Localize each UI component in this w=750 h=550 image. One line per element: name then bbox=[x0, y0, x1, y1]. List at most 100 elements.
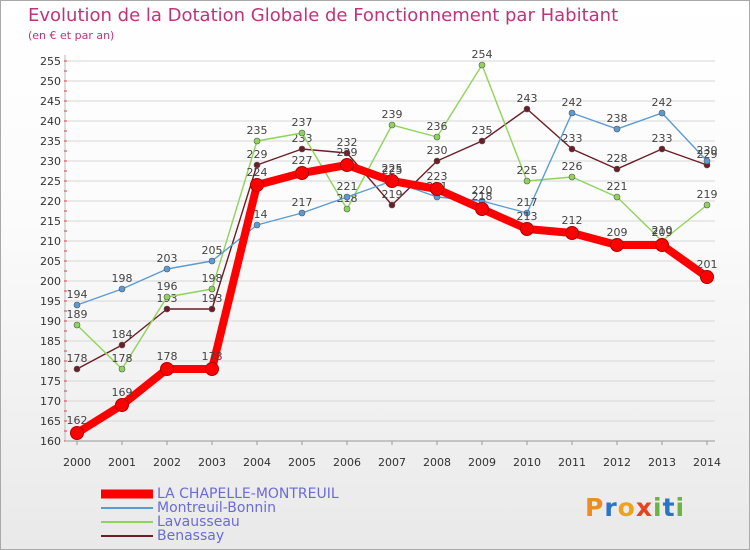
y-tick-label: 230 bbox=[40, 155, 61, 168]
data-label: 227 bbox=[292, 154, 313, 167]
data-point bbox=[163, 265, 171, 273]
y-tick-label: 190 bbox=[40, 315, 61, 328]
data-point bbox=[73, 301, 81, 309]
data-label: 239 bbox=[382, 108, 403, 121]
data-point bbox=[343, 193, 351, 201]
data-point bbox=[340, 158, 354, 172]
y-tick-label: 250 bbox=[40, 75, 61, 88]
data-point bbox=[298, 129, 306, 137]
data-label: 225 bbox=[382, 162, 403, 175]
data-label: 198 bbox=[202, 272, 223, 285]
y-tick-label: 170 bbox=[40, 395, 61, 408]
y-tick-label: 245 bbox=[40, 95, 61, 108]
data-label: 184 bbox=[112, 328, 133, 341]
data-label: 223 bbox=[427, 170, 448, 183]
data-label: 194 bbox=[67, 288, 88, 301]
y-tick-label: 210 bbox=[40, 235, 61, 248]
data-point bbox=[430, 182, 444, 196]
data-label: 225 bbox=[382, 164, 403, 177]
data-point bbox=[613, 193, 621, 201]
x-tick-label: 2003 bbox=[198, 456, 226, 469]
data-label: 221 bbox=[337, 180, 358, 193]
data-label: 226 bbox=[562, 160, 583, 173]
data-point bbox=[703, 157, 711, 165]
data-point bbox=[568, 109, 576, 117]
logo-letter: x bbox=[635, 493, 653, 522]
data-point bbox=[568, 145, 576, 153]
data-label: 237 bbox=[292, 116, 313, 129]
data-label: 233 bbox=[652, 132, 673, 145]
data-point bbox=[208, 257, 216, 265]
series-line bbox=[76, 112, 708, 306]
legend-label: Benassay bbox=[157, 528, 225, 544]
y-tick-label: 195 bbox=[40, 295, 61, 308]
data-label: 209 bbox=[652, 226, 673, 239]
data-label: 217 bbox=[517, 196, 538, 209]
y-tick-label: 255 bbox=[40, 55, 61, 68]
y-tick-label: 215 bbox=[40, 215, 61, 228]
data-label: 242 bbox=[562, 96, 583, 109]
data-label: 209 bbox=[607, 226, 628, 239]
chart-subtitle: (en € et par an) bbox=[28, 29, 115, 42]
data-label: 219 bbox=[382, 188, 403, 201]
y-tick-label: 235 bbox=[40, 135, 61, 148]
data-point bbox=[433, 157, 441, 165]
data-label: 232 bbox=[337, 136, 358, 149]
data-label: 230 bbox=[427, 144, 448, 157]
legend-swatch-la-chapelle-montreuil bbox=[101, 489, 153, 499]
data-label: 178 bbox=[202, 350, 223, 363]
data-point bbox=[523, 105, 531, 113]
data-label: 196 bbox=[157, 280, 178, 293]
data-label: 203 bbox=[157, 252, 178, 265]
data-point bbox=[118, 285, 126, 293]
data-point bbox=[298, 145, 306, 153]
y-tick-label: 175 bbox=[40, 375, 61, 388]
data-point bbox=[73, 365, 81, 373]
logo-letter: r bbox=[604, 493, 618, 522]
x-tick-label: 2000 bbox=[63, 456, 91, 469]
y-tick-label: 205 bbox=[40, 255, 61, 268]
y-tick-label: 185 bbox=[40, 335, 61, 348]
data-label: 254 bbox=[472, 48, 493, 61]
data-point bbox=[208, 305, 216, 313]
legend-swatch-lavausseau bbox=[101, 521, 153, 523]
data-label: 193 bbox=[202, 292, 223, 305]
data-point bbox=[568, 173, 576, 181]
data-label: 217 bbox=[292, 196, 313, 209]
data-point bbox=[700, 270, 714, 284]
x-tick-label: 2010 bbox=[513, 456, 541, 469]
data-point bbox=[118, 365, 126, 373]
data-point bbox=[565, 226, 579, 240]
data-label: 218 bbox=[472, 190, 493, 203]
legend-label: Lavausseau bbox=[157, 514, 240, 530]
data-point bbox=[433, 133, 441, 141]
data-label: 228 bbox=[607, 152, 628, 165]
data-label: 213 bbox=[517, 210, 538, 223]
data-point bbox=[520, 222, 534, 236]
data-label: 233 bbox=[562, 132, 583, 145]
legend-label: LA CHAPELLE-MONTREUIL bbox=[157, 486, 339, 502]
y-tick-label: 200 bbox=[40, 275, 61, 288]
x-tick-label: 2005 bbox=[288, 456, 316, 469]
data-label: 220 bbox=[472, 184, 493, 197]
y-tick-label: 160 bbox=[40, 435, 61, 448]
data-label: 162 bbox=[67, 414, 88, 427]
data-label: 210 bbox=[652, 224, 673, 237]
data-label: 235 bbox=[472, 124, 493, 137]
data-point bbox=[295, 166, 309, 180]
series-line bbox=[76, 108, 708, 370]
data-point bbox=[253, 137, 261, 145]
data-point bbox=[115, 398, 129, 412]
x-tick-label: 2004 bbox=[243, 456, 271, 469]
y-tick-label: 165 bbox=[40, 415, 61, 428]
data-label: 221 bbox=[607, 180, 628, 193]
data-label: 230 bbox=[697, 144, 718, 157]
data-point bbox=[298, 209, 306, 217]
x-tick-label: 2013 bbox=[648, 456, 676, 469]
y-tick-label: 180 bbox=[40, 355, 61, 368]
data-point bbox=[478, 61, 486, 69]
data-point bbox=[253, 161, 261, 169]
data-point bbox=[250, 178, 264, 192]
data-label: 229 bbox=[697, 148, 718, 161]
data-point bbox=[118, 341, 126, 349]
